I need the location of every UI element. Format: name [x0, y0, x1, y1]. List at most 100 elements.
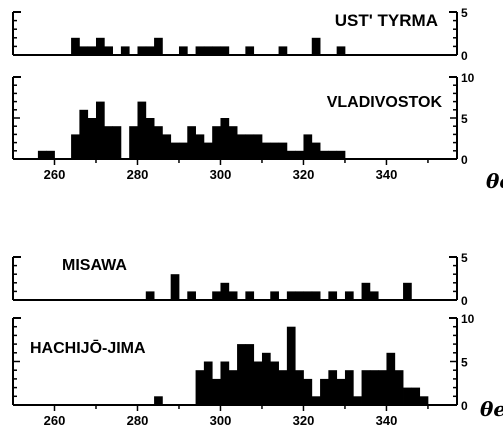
histogram-bar-vladivostok — [195, 134, 205, 159]
panel-title-vladivostok: VLADIVOSTOK — [327, 94, 443, 111]
histogram-bar-hachij-jima — [295, 370, 304, 405]
histogram-bar-ust-tyrma — [79, 46, 89, 55]
histogram-bar-hachij-jima — [369, 370, 379, 405]
histogram-bar-vladivostok — [320, 150, 329, 159]
histogram-bar-hachij-jima — [253, 361, 263, 405]
histogram-bar-misawa — [145, 291, 155, 300]
histogram-bar-misawa — [212, 291, 221, 300]
y-tick-label-misawa: 0 — [461, 294, 468, 308]
x-axis-label-top: θe — [486, 169, 503, 193]
histogram-bar-ust-tyrma — [120, 46, 130, 55]
y-tick-label-misawa: 5 — [461, 251, 468, 265]
x-tick-label-hachij-jima: 280 — [127, 413, 149, 428]
histogram-bar-hachij-jima — [378, 370, 387, 405]
histogram-bar-ust-tyrma — [336, 46, 346, 55]
histogram-bar-ust-tyrma — [220, 46, 230, 55]
histogram-bar-hachij-jima — [344, 370, 354, 405]
y-tick-label-vladivostok: 10 — [461, 71, 475, 85]
histogram-bar-vladivostok — [328, 150, 338, 159]
histogram-bar-misawa — [170, 274, 180, 300]
histogram-bar-hachij-jima — [261, 352, 271, 405]
histogram-bar-vladivostok — [187, 126, 196, 159]
histogram-bar-hachij-jima — [353, 396, 362, 405]
histogram-bar-vladivostok — [261, 142, 271, 159]
histogram-bar-ust-tyrma — [195, 46, 205, 55]
histogram-bar-vladivostok — [145, 118, 155, 159]
histogram-bar-misawa — [187, 291, 196, 300]
histogram-bar-ust-tyrma — [203, 46, 213, 55]
histogram-bar-ust-tyrma — [178, 46, 188, 55]
histogram-bar-vladivostok — [79, 109, 89, 159]
histogram-bar-hachij-jima — [228, 370, 238, 405]
histogram-bar-ust-tyrma — [154, 37, 163, 55]
y-tick-label-hachij-jima: 5 — [461, 356, 468, 370]
histogram-bar-ust-tyrma — [245, 46, 255, 55]
histogram-bar-misawa — [344, 291, 354, 300]
histogram-bar-hachij-jima — [336, 378, 346, 405]
x-tick-label-hachij-jima: 340 — [376, 413, 398, 428]
panel-title-hachijo-jima: HACHIJŌ-JIMA — [30, 338, 146, 357]
histogram-bar-misawa — [245, 291, 255, 300]
histogram-bar-hachij-jima — [220, 361, 230, 405]
panel-title-ust-tyrma: UST' TYRMA — [335, 11, 438, 30]
histogram-bar-vladivostok — [37, 150, 47, 159]
histogram-bar-misawa — [270, 291, 279, 300]
x-tick-label-hachij-jima: 320 — [293, 413, 315, 428]
histogram-bar-ust-tyrma — [212, 46, 221, 55]
histogram-bar-misawa — [286, 291, 296, 300]
x-tick-label-hachij-jima: 300 — [210, 413, 232, 428]
histogram-bar-misawa — [228, 291, 238, 300]
histogram-bar-hachij-jima — [278, 370, 288, 405]
histogram-bar-vladivostok — [95, 101, 105, 159]
y-tick-label-vladivostok: 5 — [461, 112, 468, 126]
histogram-bar-misawa — [369, 291, 379, 300]
histogram-bar-vladivostok — [220, 118, 230, 159]
histogram-bar-hachij-jima — [303, 378, 313, 405]
histogram-bar-hachij-jima — [403, 387, 412, 405]
histogram-bar-vladivostok — [71, 134, 80, 159]
histogram-bar-misawa — [220, 282, 230, 300]
x-tick-label-vladivostok: 300 — [210, 167, 232, 182]
histogram-bar-hachij-jima — [394, 370, 404, 405]
histogram-bar-ust-tyrma — [87, 46, 97, 55]
histogram-bar-hachij-jima — [212, 378, 221, 405]
histogram-bar-misawa — [361, 282, 371, 300]
histogram-bar-vladivostok — [336, 150, 346, 159]
histogram-bar-vladivostok — [154, 126, 163, 159]
histogram-bar-hachij-jima — [286, 326, 296, 405]
histogram-bar-vladivostok — [162, 134, 172, 159]
histogram-bar-hachij-jima — [237, 344, 246, 405]
histogram-bar-misawa — [295, 291, 304, 300]
histogram-bar-misawa — [403, 282, 412, 300]
histogram-bar-hachij-jima — [411, 387, 421, 405]
histogram-bar-vladivostok — [311, 142, 321, 159]
histogram-bar-vladivostok — [112, 126, 122, 159]
histogram-bar-hachij-jima — [203, 361, 213, 405]
histogram-bar-vladivostok — [87, 118, 97, 159]
x-tick-label-vladivostok: 320 — [293, 167, 315, 182]
histogram-bar-vladivostok — [170, 142, 180, 159]
histogram-bar-vladivostok — [46, 150, 55, 159]
histogram-bar-vladivostok — [253, 134, 263, 159]
histogram-panels: 0 5 0 5 10 260 280 300 320 340 0 5 0 5 10 260 280 300 320 3… — [12, 6, 475, 428]
histogram-bar-vladivostok — [278, 142, 288, 159]
histogram-bar-vladivostok — [129, 126, 138, 159]
histogram-bar-hachij-jima — [195, 370, 205, 405]
histogram-bar-ust-tyrma — [71, 37, 80, 55]
y-tick-label-hachij-jima: 10 — [461, 312, 475, 326]
histogram-bar-vladivostok — [178, 142, 188, 159]
panel-title-misawa: MISAWA — [62, 257, 127, 274]
histogram-bar-vladivostok — [237, 134, 246, 159]
histogram-bar-vladivostok — [137, 101, 147, 159]
histogram-bar-ust-tyrma — [145, 46, 155, 55]
x-tick-label-vladivostok: 280 — [127, 167, 149, 182]
x-tick-label-hachij-jima: 260 — [44, 413, 66, 428]
histogram-bar-hachij-jima — [328, 370, 338, 405]
histogram-bar-misawa — [311, 291, 321, 300]
histogram-bar-vladivostok — [228, 126, 238, 159]
y-tick-label-ust-tyrma: 5 — [461, 6, 468, 20]
histogram-bar-ust-tyrma — [278, 46, 288, 55]
y-tick-label-hachij-jima: 0 — [461, 399, 468, 413]
histogram-bar-ust-tyrma — [311, 37, 321, 55]
